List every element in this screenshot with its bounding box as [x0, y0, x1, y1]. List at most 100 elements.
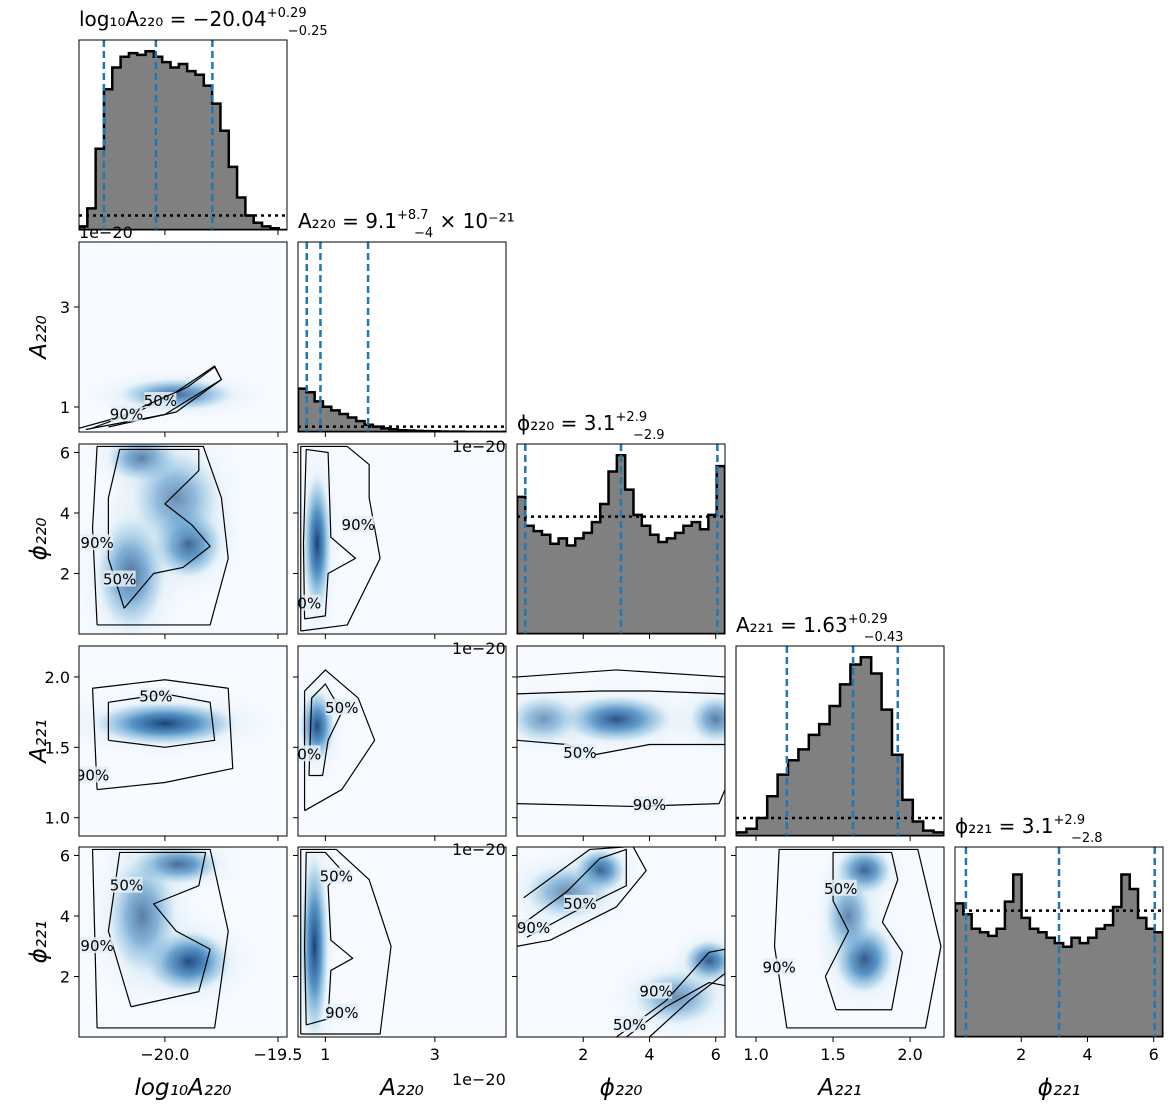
title-plus: +0.29 [267, 6, 307, 21]
histogram-bars [955, 873, 1163, 1037]
y-tick-label: 2.0 [45, 668, 70, 687]
x-tick-label: 4 [644, 1045, 654, 1064]
panel-frame [297, 443, 507, 635]
title-prefix: A₂₂₀ = 9.1 [298, 209, 397, 233]
density-panel-phi220-phi221: 50% 90% 90% 50% [517, 847, 725, 1037]
title-prefix: log₁₀A₂₂₀ = −20.04 [79, 7, 267, 31]
panel-title-phi220: ϕ₂₂₀ = 3.1+2.9 −2.9 [517, 410, 665, 443]
panel-frame [78, 645, 288, 837]
density-blob [302, 472, 332, 615]
panel-frame [735, 645, 945, 837]
x-tick-label: 2 [1016, 1045, 1026, 1064]
panel-title-phi221: ϕ₂₂₁ = 3.1+2.9 −2.8 [955, 813, 1103, 846]
density-blob [517, 695, 578, 743]
density-blob [824, 876, 873, 956]
contour-label: 50% [288, 595, 321, 613]
histogram-A221 [736, 646, 944, 836]
contour-label-bg [81, 937, 114, 954]
contour-label-bg [110, 405, 143, 422]
title-minus: −0.25 [288, 24, 328, 39]
y-axis-label-A220: A₂₂₀ [26, 315, 52, 360]
contour-label: 90% [76, 766, 109, 784]
histogram-phi221 [955, 847, 1163, 1037]
panel-frame [516, 846, 726, 1038]
title-prefix: ϕ₂₂₀ = 3.1 [517, 411, 616, 435]
y-tick-label: 4 [60, 907, 70, 926]
contour-label-bg [342, 516, 375, 533]
panel-frame [297, 241, 507, 433]
contour-line [616, 948, 725, 1037]
axis-offset-text: 1e−20 [79, 223, 133, 242]
contour-label: 50% [139, 688, 172, 706]
y-tick-label: 1 [60, 398, 70, 417]
contour-label: 90% [639, 983, 672, 1001]
density-blob [107, 856, 178, 975]
title-plus: +2.9 [616, 410, 648, 425]
x-axis-label-phi220: ϕ₂₂₀ [600, 1075, 643, 1101]
x-tick-label: 3 [430, 1045, 440, 1064]
x-tick-label: 1.5 [820, 1045, 845, 1064]
title-prefix: ϕ₂₂₁ = 3.1 [955, 814, 1054, 838]
contour-line [517, 847, 647, 947]
contour-line [517, 669, 725, 808]
contour-label: 90% [80, 534, 113, 552]
panel-title-logA220: log₁₀A₂₂₀ = −20.04+0.29 −0.25 [79, 6, 328, 39]
title-suffix: × 10⁻²¹ [433, 209, 515, 233]
contour-line [303, 851, 354, 1026]
panel-frame [735, 846, 945, 1038]
contour-label: 50% [103, 571, 136, 589]
density-panel-logA220-phi221: 50% 90% [79, 847, 287, 1037]
axis-offset-text: 1e−20 [452, 639, 506, 658]
contour-label: 90% [762, 958, 795, 976]
contour-line [91, 445, 229, 626]
y-tick-label: 2 [60, 967, 70, 986]
density-panel-A220-phi221: 50% 90% [298, 847, 506, 1037]
contour-label: 90% [633, 796, 666, 814]
panel-frame [78, 39, 288, 231]
contour-label: 50% [563, 895, 596, 913]
panel-frame [516, 645, 726, 837]
contour-label: 50% [325, 699, 358, 717]
x-axis-label-phi221: ϕ₂₂₁ [1038, 1075, 1081, 1101]
x-tick-label: 1.0 [743, 1045, 768, 1064]
contour-line [303, 669, 376, 812]
contour-label: 90% [342, 516, 375, 534]
x-tick-label: 6 [1149, 1045, 1159, 1064]
density-panel-logA220-A220: 50%90% [79, 242, 287, 432]
density-panel-A220-A221: 50% 90% [298, 646, 506, 836]
panel-frame [297, 645, 507, 837]
y-axis-label-phi220: ϕ₂₂₀ [26, 518, 52, 561]
contour-label: 50% [320, 868, 353, 886]
x-tick-label: 2.0 [897, 1045, 922, 1064]
title-minus: −4 [414, 226, 433, 241]
contour-line [107, 693, 216, 748]
contour-label: 50% [110, 877, 143, 895]
contour-line [824, 851, 903, 1011]
contour-label: 50% [613, 1016, 646, 1034]
contour-label: 50% [824, 880, 857, 898]
contour-label-bg [325, 698, 358, 715]
contour-label-bg [563, 743, 596, 760]
panel-frame [954, 846, 1164, 1038]
contour-label-bg [81, 534, 114, 551]
contour-label-bg [298, 594, 321, 611]
x-tick-label: −19.5 [253, 1045, 302, 1064]
title-plus: +2.9 [1054, 813, 1086, 828]
density-blob [132, 450, 221, 546]
x-tick-label: 1 [320, 1045, 330, 1064]
x-tick-label: 2 [578, 1045, 588, 1064]
y-tick-label: 3 [60, 298, 70, 317]
contour-line [625, 981, 725, 1037]
title-plus: +0.29 [848, 612, 888, 627]
density-panel-A220-phi220: 50% 90% [288, 444, 506, 634]
contour-label-bg [79, 766, 109, 783]
contour-label-bg [103, 570, 136, 587]
contour-label: 90% [517, 919, 550, 937]
x-axis-label-logA220: log₁₀A₂₂₀ [135, 1075, 232, 1101]
y-tick-label: 1.0 [45, 809, 70, 828]
density-panel-phi220-A221: 50% 90% [517, 646, 725, 836]
y-axis-label-A221: A₂₂₁ [26, 719, 52, 764]
y-tick-label: 4 [60, 504, 70, 523]
contour-line [300, 848, 392, 1035]
x-axis-label-A220: A₂₂₀ [378, 1075, 423, 1101]
